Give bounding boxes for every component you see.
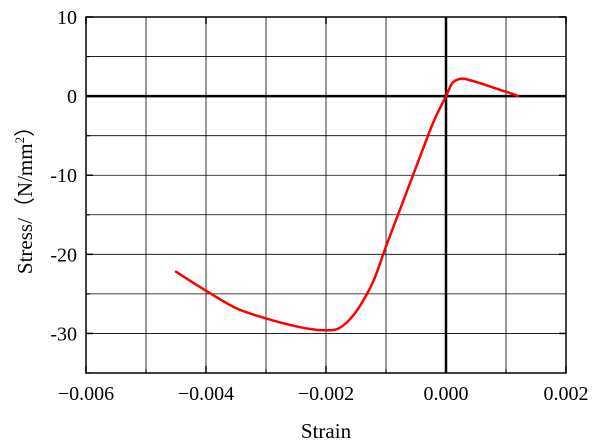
x-axis-title: Strain xyxy=(301,419,352,443)
x-tick-labels: −0.006 −0.004 −0.002 0.000 0.002 xyxy=(58,383,589,405)
y-axis-title: Stress/（N/mm2） xyxy=(12,116,37,274)
y-axis-title-close: ） xyxy=(13,116,37,137)
x-tick-label: −0.002 xyxy=(298,383,354,405)
y-tick-label: -20 xyxy=(50,244,77,266)
axis-ticks xyxy=(85,16,567,374)
y-axis-title-superscript: 2 xyxy=(12,137,27,144)
x-tick-label: −0.004 xyxy=(178,383,234,405)
grid-lines xyxy=(85,16,567,374)
y-tick-label: -10 xyxy=(50,165,77,187)
x-tick-label: −0.006 xyxy=(58,383,114,405)
y-tick-label: 10 xyxy=(57,7,77,29)
series-line xyxy=(174,77,520,332)
y-tick-label: 0 xyxy=(67,86,77,108)
zero-axes xyxy=(86,17,566,373)
x-tick-label: 0.000 xyxy=(424,383,469,405)
y-tick-label: -30 xyxy=(50,323,77,345)
y-tick-labels: 10 0 -10 -20 -30 xyxy=(50,7,77,345)
y-axis-title-main: Stress/（N/mm xyxy=(13,143,37,274)
x-tick-label: 0.002 xyxy=(544,383,589,405)
